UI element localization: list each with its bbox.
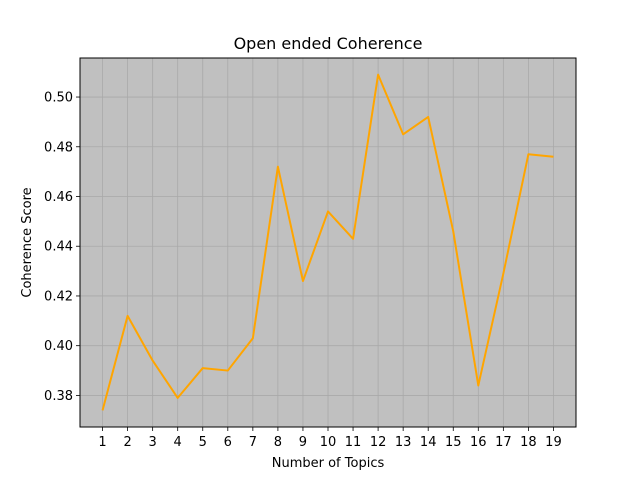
series-line — [101, 73, 554, 411]
x-tick-label: 13 — [395, 435, 412, 450]
x-tick-label: 6 — [224, 435, 232, 450]
y-tick-label: 0.38 — [44, 389, 73, 404]
x-tick-label: 17 — [495, 435, 512, 450]
x-tick-label: 9 — [299, 435, 307, 450]
y-axis: 0.38 0.40 0.42 0.44 0.46 0.48 0.50 — [44, 91, 80, 404]
x-tick-label: 15 — [445, 435, 462, 450]
x-tick-label: 3 — [149, 435, 157, 450]
y-tick-label: 0.40 — [44, 339, 73, 354]
chart-title: Open ended Coherence — [234, 34, 423, 53]
x-axis-label: Number of Topics — [272, 456, 385, 471]
y-axis-label: Coherence Score — [20, 187, 35, 297]
x-tick-label: 4 — [174, 435, 182, 450]
y-tick-label: 0.44 — [44, 240, 73, 255]
x-tick-label: 2 — [123, 435, 131, 450]
x-axis: 1 2 3 4 5 6 7 8 9 10 11 12 13 14 15 16 17 18 19 — [98, 427, 562, 450]
y-tick-label: 0.48 — [44, 140, 73, 155]
x-tick-label: 1 — [98, 435, 106, 450]
x-tick-label: 19 — [545, 435, 562, 450]
grid — [80, 58, 576, 427]
y-tick-label: 0.42 — [44, 289, 73, 304]
x-tick-label: 12 — [370, 435, 387, 450]
series-group — [101, 73, 554, 411]
x-tick-label: 8 — [274, 435, 282, 450]
x-tick-label: 14 — [420, 435, 437, 450]
y-tick-label: 0.46 — [44, 190, 73, 205]
x-tick-label: 7 — [249, 435, 257, 450]
x-tick-label: 11 — [345, 435, 362, 450]
x-tick-label: 5 — [199, 435, 207, 450]
x-tick-label: 18 — [520, 435, 537, 450]
y-tick-label: 0.50 — [44, 91, 73, 106]
x-tick-label: 16 — [470, 435, 487, 450]
x-tick-label: 10 — [320, 435, 337, 450]
